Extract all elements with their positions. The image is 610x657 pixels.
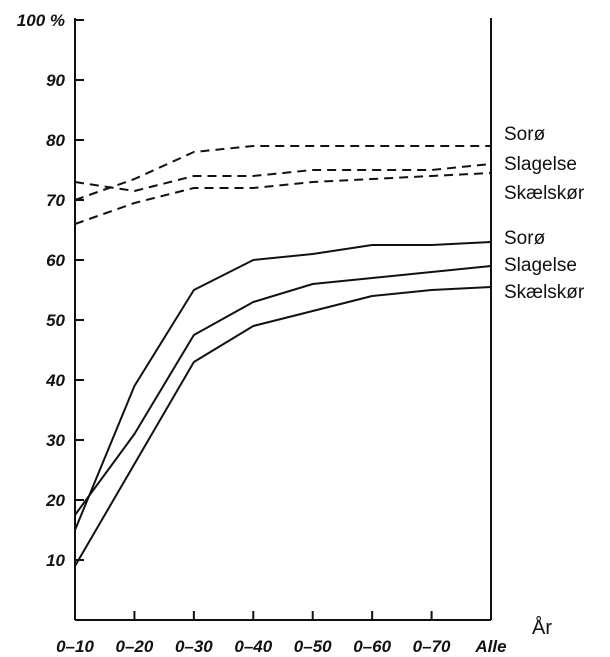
- y-tick-label: 100 %: [17, 11, 65, 30]
- series-line-solid-3: [74, 241, 492, 531]
- x-tick-label: 0–70: [413, 637, 451, 656]
- series-label: Slagelse: [504, 255, 577, 276]
- series-label: Skælskør: [504, 183, 585, 204]
- series-line-dashed-0: [74, 145, 491, 201]
- series-label: Slagelse: [504, 154, 577, 175]
- x-tick-label: 0–30: [175, 637, 213, 656]
- x-tick-label: 0–20: [116, 637, 154, 656]
- series-line-dashed-1: [74, 163, 492, 192]
- x-ticks: 0–10 0–20 0–30 0–40 0–50 0–60 0–70 Alle: [56, 611, 507, 656]
- series-line-dashed-2: [74, 172, 492, 225]
- y-tick-label: 40: [45, 371, 65, 390]
- y-tick-label: 20: [45, 491, 65, 510]
- series-lines: [74, 145, 492, 567]
- series-line-solid-5: [74, 286, 492, 567]
- y-tick-label: 80: [46, 131, 65, 150]
- series-line-solid-4: [74, 265, 492, 516]
- y-tick-label: 70: [46, 191, 65, 210]
- series-labels: Sorø Slagelse Skælskør Sorø Slagelse Skælskør: [504, 124, 585, 303]
- x-tick-label: 0–10: [56, 637, 94, 656]
- y-ticks: 10 20 30 40 50 60 70 80 90 100 %: [17, 11, 84, 570]
- x-tick-label: 0–50: [294, 637, 332, 656]
- x-tick-label: 0–40: [234, 637, 272, 656]
- y-tick-label: 50: [46, 311, 65, 330]
- x-unit-label: År: [532, 616, 552, 639]
- y-tick-label: 10: [46, 551, 65, 570]
- y-tick-label: 90: [46, 71, 65, 90]
- y-tick-label: 60: [46, 251, 65, 270]
- x-tick-label: Alle: [474, 637, 506, 656]
- series-label: Skælskør: [504, 282, 585, 303]
- y-tick-label: 30: [46, 431, 65, 450]
- series-label: Sorø: [504, 124, 546, 145]
- x-tick-label: 0–60: [353, 637, 391, 656]
- series-label: Sorø: [504, 228, 546, 249]
